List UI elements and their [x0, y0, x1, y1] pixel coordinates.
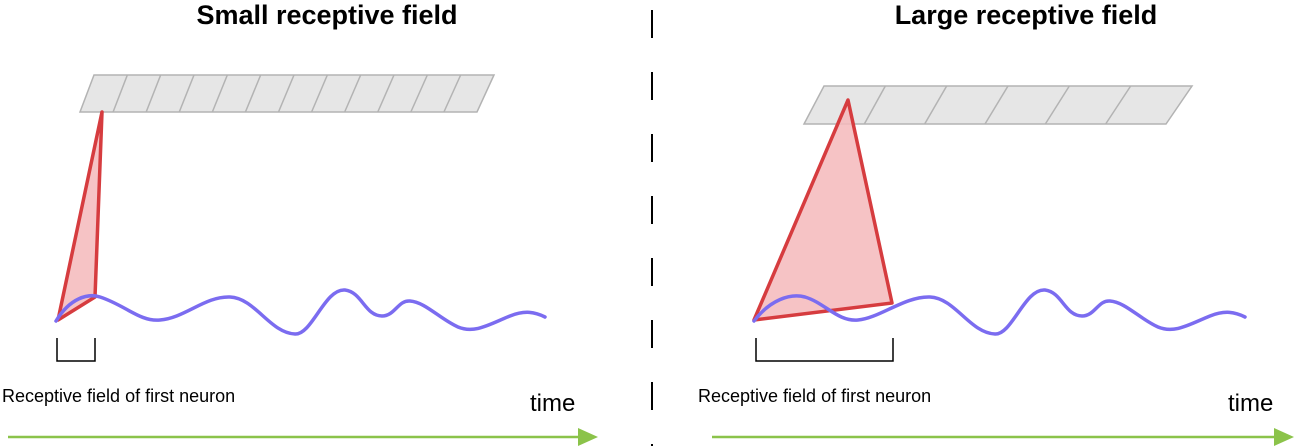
neuron-cells	[112, 74, 462, 113]
neuron-cell-divider	[1044, 85, 1070, 125]
neuron-cell-divider	[145, 74, 162, 113]
panel-title: Small receptive field	[196, 0, 457, 30]
panel-large-receptive-field: Large receptive field Receptive field of…	[698, 0, 1294, 446]
neuron-cell-divider	[984, 85, 1009, 125]
neuron-cell-divider	[211, 74, 229, 113]
time-arrow	[8, 428, 598, 446]
neuron-cell-divider	[377, 74, 395, 113]
receptive-field-caption: Receptive field of first neuron	[2, 386, 235, 406]
panel-small-receptive-field: Small receptive field Receptive field of…	[2, 0, 598, 446]
time-label: time	[1228, 390, 1273, 417]
neuron-cell-divider	[112, 74, 129, 113]
neuron-layer	[78, 74, 496, 113]
neuron-cell-divider	[178, 74, 195, 113]
receptive-field-cone	[56, 110, 104, 322]
neuron-cell-divider	[410, 74, 429, 113]
neuron-layer-strip	[802, 85, 1194, 125]
receptive-field-caption: Receptive field of first neuron	[698, 386, 931, 406]
neuron-cell-divider	[863, 85, 886, 125]
neuron-cells	[863, 85, 1132, 125]
neuron-cell-divider	[924, 85, 948, 125]
neuron-cell-divider	[343, 74, 362, 113]
neuron-layer	[802, 85, 1194, 125]
receptive-field-cone	[752, 98, 894, 322]
neuron-cell-divider	[1105, 85, 1132, 125]
neuron-cell-divider	[310, 74, 329, 113]
time-arrow	[712, 428, 1294, 446]
neuron-cell-divider	[443, 74, 462, 113]
receptive-field-bracket	[755, 338, 894, 362]
time-label: time	[530, 390, 575, 417]
input-signal-wave	[752, 288, 1247, 336]
neuron-cell-divider	[277, 74, 295, 113]
neuron-cell-divider	[244, 74, 262, 113]
panel-title: Large receptive field	[895, 0, 1158, 30]
input-signal-wave	[54, 288, 547, 336]
receptive-field-bracket	[56, 338, 96, 362]
